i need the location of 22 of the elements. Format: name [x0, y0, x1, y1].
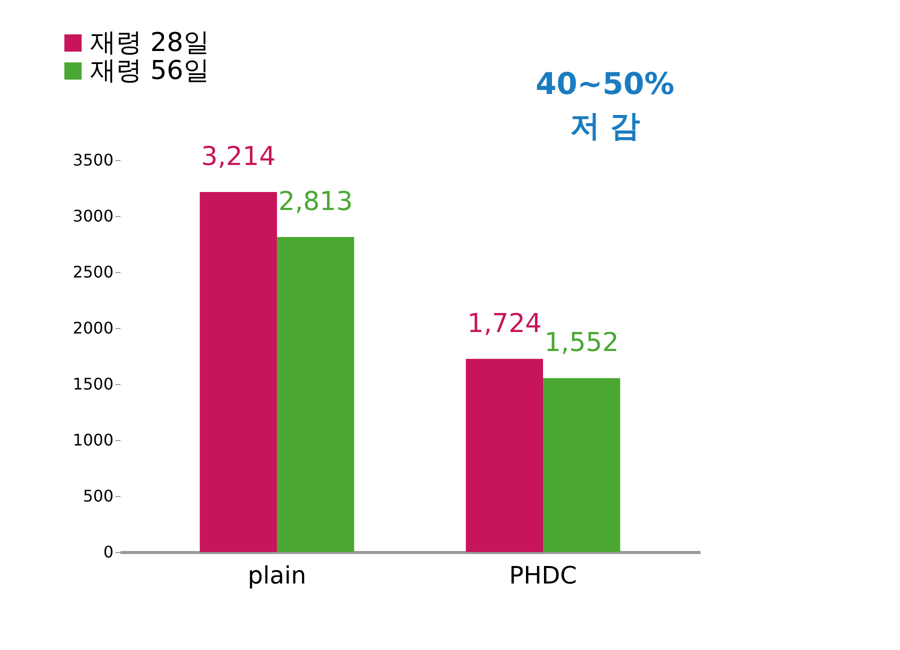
bar [200, 192, 277, 552]
y-tick-label: 1500 [72, 374, 114, 394]
y-tick-label: 2500 [72, 262, 114, 282]
x-tick-label: plain [248, 562, 306, 590]
legend-label: 재령 28일 [90, 28, 210, 58]
bar [466, 358, 544, 552]
text: 40~50% [536, 67, 674, 102]
bar [543, 378, 620, 552]
text: 저 감 [570, 109, 640, 144]
bar [276, 236, 354, 552]
data-label: 3,214 [201, 142, 276, 172]
y-tick-label: 500 [82, 486, 114, 506]
x-tick-label: PHDC [509, 562, 577, 590]
y-tick-label: 0 [103, 542, 114, 562]
y-tick-label: 1000 [72, 430, 114, 450]
y-tick-label: 3500 [72, 150, 114, 170]
y-tick-label: 3000 [72, 206, 114, 226]
data-label: 2,813 [278, 186, 353, 217]
y-tick-label: 2000 [72, 318, 114, 338]
data-label: 1,552 [544, 328, 619, 358]
legend-label: 재령 56일 [90, 56, 210, 86]
data-label: 1,724 [467, 308, 542, 339]
